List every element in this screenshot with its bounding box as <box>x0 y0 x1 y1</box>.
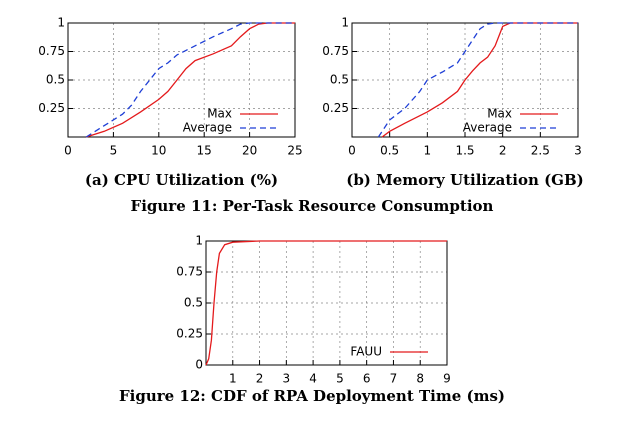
x-tick-label: 1 <box>229 372 237 386</box>
x-tick-label: 8 <box>416 372 424 386</box>
x-tick-label: 9 <box>443 372 451 386</box>
x-tick-label: 0 <box>64 144 72 158</box>
cdf-line <box>86 22 295 138</box>
y-tick-label: 0.25 <box>322 101 349 115</box>
y-tick-label: 0.5 <box>184 296 203 310</box>
legend-label: Max <box>487 107 512 121</box>
legend-label: Average <box>463 121 512 135</box>
y-tick-label: 0.75 <box>176 265 203 279</box>
y-tick-label: 0.25 <box>38 101 65 115</box>
x-tick-label: 1.5 <box>455 144 474 158</box>
chart-title: (a) CPU Utilization (%) <box>85 171 278 189</box>
plot-frame <box>351 22 579 138</box>
legend-label: FAUU <box>350 345 382 359</box>
y-tick-label: 0.75 <box>38 44 65 58</box>
x-tick-label: 2 <box>256 372 264 386</box>
x-tick-label: 6 <box>363 372 371 386</box>
x-tick-label: 5 <box>110 144 118 158</box>
y-tick-label: 1 <box>195 234 203 248</box>
y-tick-label: 0 <box>195 358 203 372</box>
x-tick-label: 7 <box>390 372 398 386</box>
x-tick-label: 25 <box>287 144 302 158</box>
legend-label: Average <box>183 121 232 135</box>
y-tick-label: 0.5 <box>330 73 349 87</box>
cdf-line <box>377 22 578 138</box>
y-tick-label: 0.25 <box>176 327 203 341</box>
legend-label: Max <box>207 107 232 121</box>
x-tick-label: 1 <box>424 144 432 158</box>
chart-title: (b) Memory Utilization (GB) <box>346 171 584 189</box>
x-tick-label: 2.5 <box>531 144 550 158</box>
x-tick-label: 4 <box>309 372 317 386</box>
figure-caption: Figure 12: CDF of RPA Deployment Time (m… <box>119 387 505 405</box>
x-tick-label: 15 <box>197 144 212 158</box>
cdf-line <box>205 240 447 366</box>
x-tick-label: 0 <box>348 144 356 158</box>
x-tick-label: 10 <box>151 144 166 158</box>
x-tick-label: 3 <box>283 372 291 386</box>
y-tick-label: 0.5 <box>46 73 65 87</box>
x-tick-label: 0.5 <box>380 144 399 158</box>
y-tick-label: 1 <box>341 16 349 30</box>
y-tick-label: 1 <box>57 16 65 30</box>
cdf-line <box>381 22 578 138</box>
x-tick-label: 3 <box>574 144 582 158</box>
x-tick-label: 2 <box>499 144 507 158</box>
x-tick-label: 20 <box>242 144 257 158</box>
x-tick-label: 5 <box>336 372 344 386</box>
y-tick-label: 0.75 <box>322 44 349 58</box>
plot-frame <box>67 22 296 138</box>
figure-caption: Figure 11: Per-Task Resource Consumption <box>131 197 494 215</box>
